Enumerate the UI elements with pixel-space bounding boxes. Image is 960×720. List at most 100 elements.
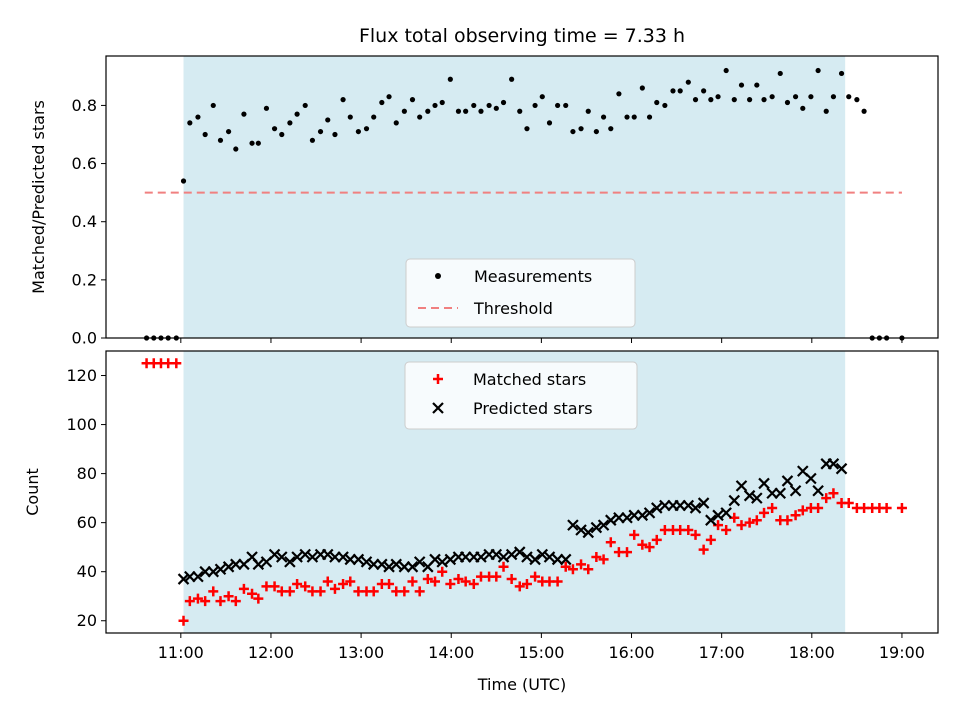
predicted-star-point bbox=[497, 551, 510, 563]
matched-star-point bbox=[215, 596, 226, 607]
measurement-point bbox=[447, 76, 453, 82]
predicted-star-point bbox=[521, 551, 533, 563]
measurement-point bbox=[271, 126, 278, 132]
predicted-star-point bbox=[406, 561, 419, 573]
measurement-point bbox=[524, 126, 530, 132]
matched-star-point bbox=[790, 510, 801, 521]
measurement-point bbox=[692, 97, 699, 103]
predicted-star-point bbox=[321, 548, 334, 561]
matched-star-point bbox=[530, 571, 541, 582]
measurement-point bbox=[478, 108, 484, 114]
measurement-point bbox=[539, 94, 545, 100]
matched-star-point bbox=[583, 564, 594, 575]
matched-star-point bbox=[292, 578, 303, 589]
y-tick-label: 0.4 bbox=[72, 212, 97, 231]
predicted-star-point bbox=[567, 519, 579, 531]
matched-star-point bbox=[843, 498, 854, 509]
predicted-star-point bbox=[582, 526, 595, 539]
predicted-star-point bbox=[835, 462, 848, 475]
predicted-star-point bbox=[214, 563, 227, 576]
measurement-point bbox=[317, 128, 324, 135]
predicted-star-point bbox=[712, 509, 724, 522]
ratio-axes-frame bbox=[105, 55, 939, 339]
measurement-point bbox=[555, 102, 561, 109]
measurement-point bbox=[241, 111, 247, 117]
predicted-star-point bbox=[252, 558, 265, 571]
matched-star-point bbox=[460, 576, 471, 587]
predicted-star-point bbox=[275, 551, 288, 563]
y-tick-label: 0.2 bbox=[72, 270, 97, 289]
predicted-star-point bbox=[360, 556, 373, 568]
matched-star-point bbox=[253, 593, 264, 604]
matched-star-point bbox=[683, 525, 694, 536]
measurement-point bbox=[439, 99, 445, 106]
predicted-star-point bbox=[689, 502, 702, 514]
predicted-star-point bbox=[529, 553, 541, 566]
matched-star-point bbox=[744, 517, 755, 528]
ratio-panel: 0.00.20.40.60.8 Matched/Predicted stars … bbox=[29, 55, 939, 348]
measurement-point bbox=[187, 120, 193, 126]
matched-star-point bbox=[345, 576, 356, 587]
matched-star-point bbox=[651, 534, 662, 545]
predicted-star-point bbox=[505, 548, 518, 561]
measurement-point bbox=[563, 102, 569, 109]
matched-star-point bbox=[445, 578, 456, 589]
matched-star-point bbox=[560, 561, 571, 572]
matched-star-point bbox=[514, 581, 525, 592]
matched-star-point bbox=[322, 576, 333, 587]
matched-star-point bbox=[591, 551, 602, 562]
measurement-point bbox=[471, 102, 477, 109]
matched-star-point bbox=[368, 586, 379, 597]
matched-star-point bbox=[521, 578, 532, 589]
measurement-point bbox=[731, 97, 737, 103]
matched-star-point bbox=[315, 586, 326, 597]
y-tick-label: 60 bbox=[77, 513, 97, 532]
y-tick-label: 0.8 bbox=[72, 96, 97, 115]
matched-star-point bbox=[284, 586, 295, 597]
matched-star-point bbox=[881, 502, 892, 513]
matched-star-point bbox=[171, 358, 182, 369]
predicted-star-point bbox=[720, 507, 732, 519]
predicted-star-point bbox=[513, 546, 526, 558]
matched-star-point bbox=[184, 596, 195, 607]
matched-star-point bbox=[813, 502, 824, 513]
predicted-star-point bbox=[291, 551, 303, 563]
measurement-point bbox=[830, 94, 837, 100]
matched-star-point bbox=[200, 596, 211, 607]
measurement-point bbox=[654, 99, 660, 106]
measurement-point bbox=[486, 102, 492, 109]
matched-star-point bbox=[698, 544, 709, 555]
measurement-point bbox=[846, 94, 852, 100]
measurement-point bbox=[701, 88, 707, 94]
matched-star-point bbox=[300, 581, 311, 592]
measurement-point bbox=[624, 114, 630, 120]
legend-measurements-label: Measurements bbox=[474, 267, 592, 286]
measurement-point bbox=[210, 102, 216, 109]
measurement-point bbox=[715, 94, 721, 100]
measurement-point bbox=[249, 140, 255, 146]
matched-star-point bbox=[767, 502, 778, 513]
matched-star-point bbox=[751, 515, 762, 526]
matched-star-point bbox=[576, 559, 587, 570]
matched-star-point bbox=[192, 593, 203, 604]
predicted-star-point bbox=[559, 553, 572, 566]
predicted-star-point bbox=[605, 514, 617, 526]
matched-star-points bbox=[141, 358, 907, 626]
matched-star-point bbox=[498, 561, 509, 572]
matched-star-point bbox=[247, 588, 258, 599]
measurement-point bbox=[600, 114, 607, 120]
measurement-point bbox=[784, 99, 791, 106]
measurement-point bbox=[677, 88, 683, 94]
matched-star-point bbox=[437, 566, 448, 577]
predicted-star-point bbox=[192, 570, 204, 583]
matched-star-point bbox=[759, 507, 770, 518]
predicted-star-point bbox=[743, 489, 756, 502]
measurement-point bbox=[455, 108, 462, 114]
measurement-point bbox=[861, 108, 867, 114]
measurement-point bbox=[578, 126, 584, 132]
x-tick-label: 12:00 bbox=[248, 643, 294, 662]
measurement-point bbox=[708, 97, 714, 103]
predicted-star-point bbox=[207, 565, 220, 578]
predicted-star-point bbox=[636, 509, 649, 522]
